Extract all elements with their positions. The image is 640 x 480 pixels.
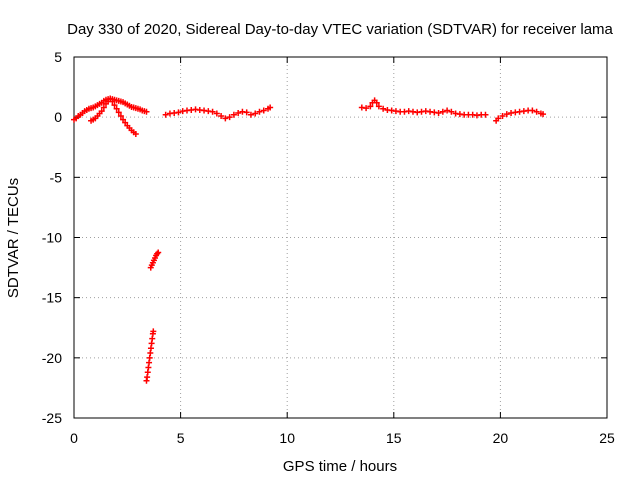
series-arc-7 xyxy=(143,328,157,384)
data-point xyxy=(213,110,220,117)
data-point xyxy=(444,107,451,114)
data-point xyxy=(252,110,259,117)
series-arc-3 xyxy=(162,104,274,122)
data-point xyxy=(155,249,162,256)
x-tick-label: 15 xyxy=(386,430,402,446)
data-point xyxy=(439,108,446,115)
data-point xyxy=(495,115,502,122)
data-point xyxy=(100,104,107,111)
data-point xyxy=(115,109,122,116)
data-point xyxy=(218,112,225,119)
data-point xyxy=(209,108,216,115)
data-point xyxy=(154,250,161,257)
data-point xyxy=(150,328,157,335)
data-point xyxy=(448,108,455,115)
data-point xyxy=(162,111,169,118)
data-point xyxy=(175,109,182,116)
data-point xyxy=(109,98,116,105)
series-arc-4 xyxy=(358,97,489,119)
y-tick-label: 5 xyxy=(54,49,62,65)
data-point xyxy=(375,103,382,110)
data-point xyxy=(143,108,150,115)
data-point xyxy=(367,103,374,110)
data-point xyxy=(267,104,274,111)
data-point xyxy=(256,108,263,115)
data-point xyxy=(482,111,489,118)
data-point xyxy=(111,102,118,109)
data-point xyxy=(113,105,120,112)
x-tick-label: 10 xyxy=(279,430,295,446)
data-point xyxy=(98,108,105,115)
data-point xyxy=(120,116,127,123)
data-point xyxy=(529,107,536,114)
data-point xyxy=(132,131,139,138)
data-point xyxy=(363,105,370,112)
data-point xyxy=(540,111,547,118)
x-axis-label: GPS time / hours xyxy=(283,458,397,475)
y-tick-label: -20 xyxy=(42,350,62,366)
y-axis-label: SDTVAR / TECUs xyxy=(5,178,22,298)
x-tick-label: 20 xyxy=(493,430,509,446)
series-arc-6 xyxy=(147,249,162,271)
y-tick-label: -25 xyxy=(42,410,62,426)
data-point xyxy=(503,111,510,118)
x-tick-label: 5 xyxy=(177,430,185,446)
data-point xyxy=(499,112,506,119)
data-point xyxy=(222,115,229,122)
x-tick-label: 25 xyxy=(599,430,615,446)
data-points xyxy=(71,95,547,384)
data-point xyxy=(230,111,237,118)
data-point xyxy=(243,109,250,116)
x-tick-label: 0 xyxy=(70,430,78,446)
chart-title: Day 330 of 2020, Sidereal Day-to-day VTE… xyxy=(67,21,613,38)
grid xyxy=(74,57,607,418)
data-point xyxy=(435,109,442,116)
series-arc-2 xyxy=(88,96,139,138)
data-point xyxy=(533,108,540,115)
y-tick-label: -10 xyxy=(42,230,62,246)
data-point xyxy=(117,112,124,119)
series-arc-5 xyxy=(493,107,547,124)
data-point xyxy=(122,119,129,126)
axis-ticks: 0 5 10 15 20 25 -25 -20 -15 -10 -5 0 5 xyxy=(42,49,615,446)
data-point xyxy=(235,109,242,116)
data-point xyxy=(380,105,387,112)
y-tick-label: 0 xyxy=(54,109,62,125)
y-tick-label: -5 xyxy=(50,169,63,185)
data-point xyxy=(260,107,267,114)
data-point xyxy=(373,99,380,106)
data-point xyxy=(247,111,254,118)
y-tick-label: -15 xyxy=(42,290,62,306)
data-point xyxy=(226,114,233,121)
